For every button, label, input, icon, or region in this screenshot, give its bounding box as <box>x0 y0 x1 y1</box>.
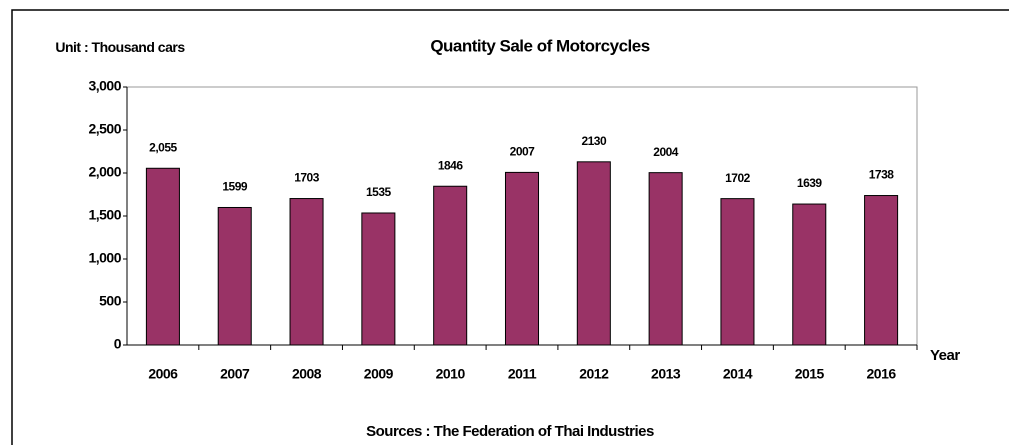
bar <box>576 161 611 346</box>
bar <box>289 198 324 346</box>
bar <box>145 167 180 346</box>
bar <box>217 206 252 346</box>
data-label: 1535 <box>366 185 392 199</box>
y-tick-label: 1,500 <box>88 207 121 223</box>
data-label: 2004 <box>653 145 679 159</box>
x-tick-label: 2007 <box>220 366 250 382</box>
x-tick-label: 2006 <box>148 366 178 382</box>
bar <box>361 212 396 346</box>
y-tick-label: 500 <box>99 293 122 309</box>
x-tick-label: 2013 <box>651 366 681 382</box>
bar <box>720 198 755 346</box>
bar <box>504 171 540 346</box>
bar <box>864 195 899 346</box>
chart-title: Quantity Sale of Motorcycles <box>430 36 649 55</box>
data-label: 1599 <box>222 180 248 194</box>
data-label: 1703 <box>294 171 320 185</box>
data-label: 2,055 <box>149 140 177 154</box>
x-tick-label: 2014 <box>723 366 753 382</box>
x-tick-label: 2008 <box>292 366 322 382</box>
y-axis-label-box: Unit : Thousand cars <box>55 39 185 55</box>
x-tick-label: 2010 <box>436 366 466 382</box>
x-tick-label: 2009 <box>364 366 394 382</box>
y-tick-label: 2,500 <box>88 121 121 137</box>
y-tick-label: 0 <box>114 336 122 352</box>
source-note: Sources : The Federation of Thai Industr… <box>366 423 654 440</box>
bar <box>648 172 683 346</box>
x-tick-label: 2011 <box>508 366 537 382</box>
y-tick-label: 1,000 <box>88 250 121 266</box>
x-tick-label: 2012 <box>579 366 609 382</box>
y-tick-label: 2,000 <box>88 164 121 180</box>
bar <box>792 203 827 346</box>
x-axis-label: Year <box>930 347 960 364</box>
data-label: 1702 <box>725 171 751 185</box>
y-tick-label: 3,000 <box>88 78 121 94</box>
data-label: 1846 <box>438 158 464 172</box>
bar <box>433 185 468 346</box>
x-tick-label: 2016 <box>867 366 897 382</box>
data-label: 1738 <box>869 168 895 182</box>
data-label: 1639 <box>797 176 823 190</box>
data-label: 2130 <box>581 134 607 148</box>
x-tick-label: 2015 <box>795 366 825 382</box>
y-axis-label: Unit : Thousand cars <box>55 39 185 55</box>
data-label: 2007 <box>510 145 536 159</box>
